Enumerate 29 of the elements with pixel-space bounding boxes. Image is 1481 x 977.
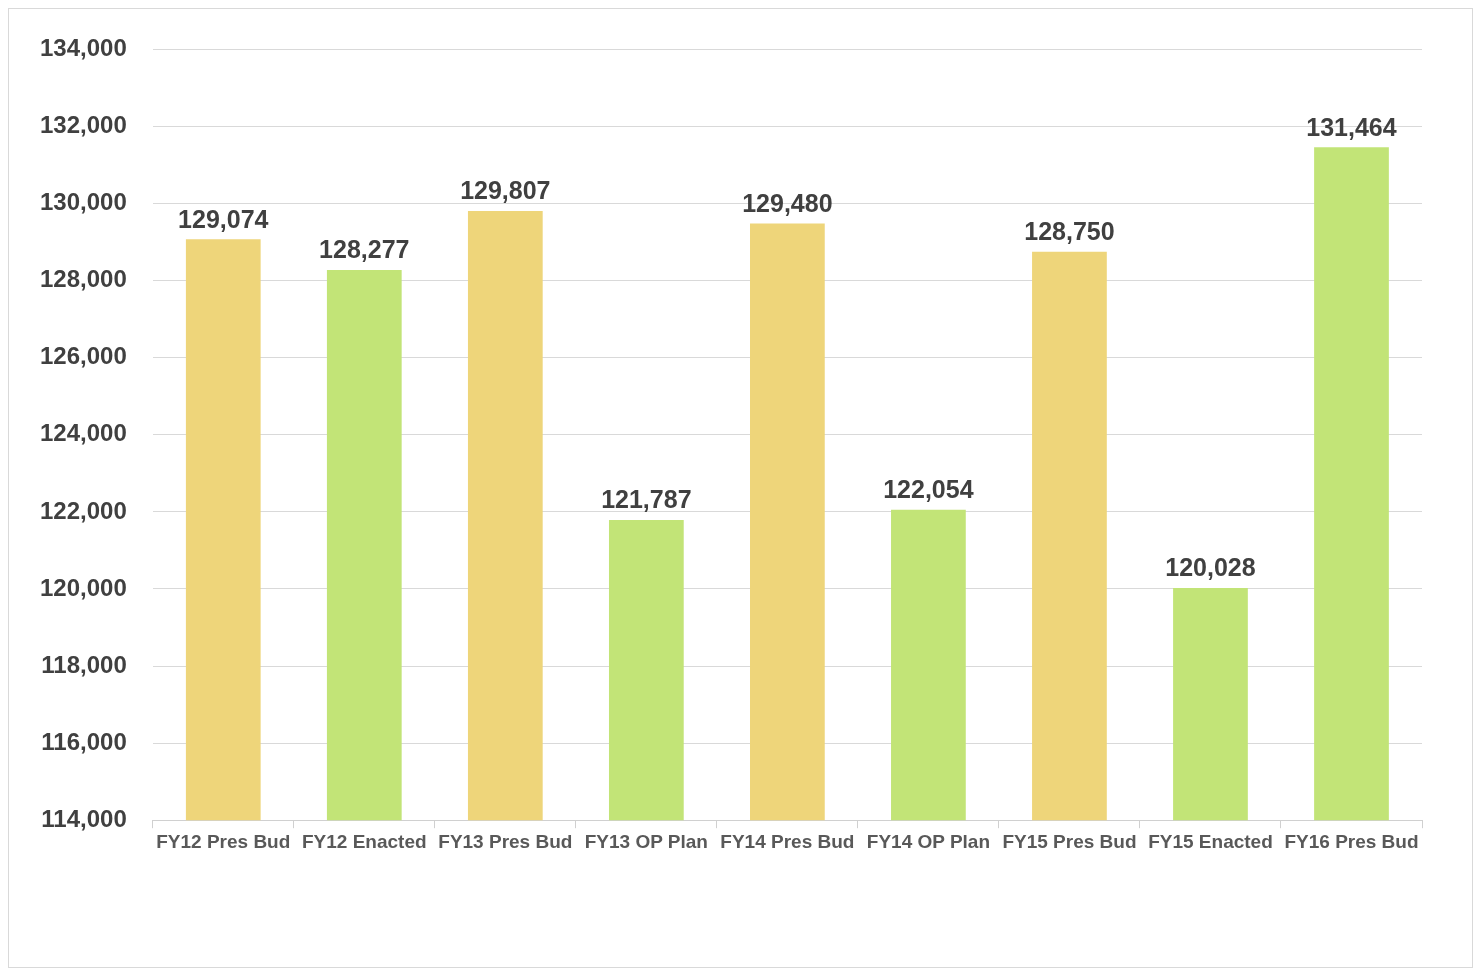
x-tick-label: FY16 Pres Bud bbox=[1284, 830, 1419, 852]
y-tick-label: 134,000 bbox=[39, 34, 127, 62]
x-tick-label: FY12 Pres Bud bbox=[156, 830, 291, 852]
y-tick-label: 118,000 bbox=[41, 650, 127, 678]
x-tick-label: FY15 Pres Bud bbox=[1002, 830, 1137, 852]
y-tick-label: 132,000 bbox=[39, 111, 127, 139]
x-tick-label: FY12 Enacted bbox=[301, 830, 427, 852]
data-label: 129,480 bbox=[742, 188, 833, 217]
data-label: 128,750 bbox=[1024, 217, 1115, 246]
data-label: 129,807 bbox=[460, 176, 551, 205]
x-tick-label: FY14 OP Plan bbox=[866, 830, 991, 852]
data-label: 131,464 bbox=[1306, 112, 1397, 141]
data-label: 121,787 bbox=[601, 485, 692, 514]
x-tick-label: FY14 Pres Bud bbox=[720, 830, 855, 852]
x-tick-label: FY13 OP Plan bbox=[584, 830, 708, 852]
y-tick-label: 120,000 bbox=[39, 573, 127, 601]
data-label: 120,028 bbox=[1165, 553, 1256, 582]
y-tick-label: 130,000 bbox=[39, 188, 127, 216]
y-tick-label: 122,000 bbox=[39, 496, 127, 524]
data-label: 129,074 bbox=[178, 204, 269, 233]
y-tick-label: 128,000 bbox=[39, 265, 127, 293]
data-label: 122,054 bbox=[883, 475, 974, 504]
x-tick-label: FY13 Pres Bud bbox=[438, 830, 573, 852]
y-tick-label: 116,000 bbox=[41, 727, 127, 755]
y-tick-label: 124,000 bbox=[39, 419, 127, 447]
y-tick-label: 114,000 bbox=[41, 804, 127, 832]
y-tick-label: 126,000 bbox=[39, 342, 127, 370]
data-label: 128,277 bbox=[319, 235, 410, 264]
x-tick-label: FY15 Enacted bbox=[1148, 830, 1273, 852]
